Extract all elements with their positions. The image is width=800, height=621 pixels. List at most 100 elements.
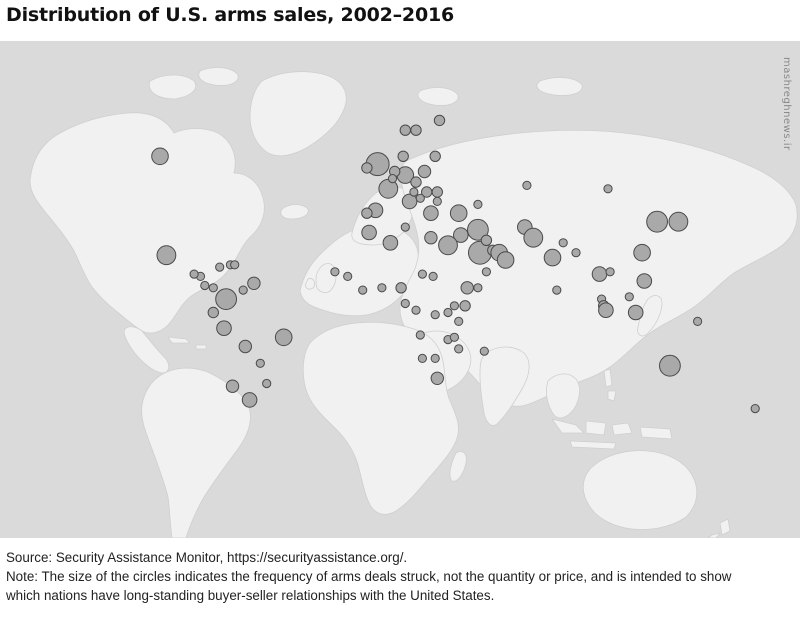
arms-sale-circle	[438, 235, 458, 256]
land-southeast-asia	[546, 373, 580, 419]
arms-sale-circle	[255, 358, 265, 368]
arms-sale-circle	[410, 124, 422, 136]
arms-sale-circle	[216, 320, 232, 337]
arms-sale-circle	[358, 285, 368, 295]
arms-sale-circle	[409, 187, 419, 197]
arms-sale-circle	[480, 234, 493, 247]
arms-sale-circle	[459, 300, 471, 312]
arms-sale-circle	[230, 260, 240, 270]
arms-sale-circle	[415, 330, 425, 340]
land-caribbean	[167, 336, 207, 350]
arms-sale-circle	[417, 353, 427, 363]
arms-sale-circle	[156, 245, 177, 266]
arms-sale-circle	[571, 248, 581, 258]
arms-sale-circle	[382, 235, 399, 251]
arms-sale-circle	[603, 184, 613, 194]
arms-sale-circle	[343, 271, 353, 281]
land-philippines	[603, 368, 617, 402]
arms-sale-circle	[361, 207, 373, 219]
arms-sale-circle	[411, 305, 421, 315]
arms-sale-circle	[430, 310, 440, 320]
arms-sale-circle	[627, 304, 644, 321]
arms-sale-circle	[646, 210, 668, 233]
arms-sale-circle	[668, 211, 689, 232]
arms-sale-circle	[605, 267, 615, 277]
arms-sale-circle	[207, 306, 220, 319]
arms-sale-circle	[208, 283, 218, 293]
arms-sale-circle	[387, 174, 398, 184]
land-india	[479, 346, 530, 426]
land-new-zealand	[707, 518, 731, 538]
map-title: Distribution of U.S. arms sales, 2002–20…	[6, 4, 455, 26]
arms-sale-circle	[423, 205, 439, 221]
arms-sale-circle	[424, 231, 438, 245]
arms-sale-circle	[247, 276, 261, 291]
land-australia	[582, 450, 698, 530]
circle-layer	[151, 114, 760, 414]
world-map: mashreghnews.ir	[0, 41, 800, 538]
arms-sale-circle	[558, 238, 568, 248]
arms-sale-circle	[598, 302, 614, 319]
arms-sale-circle	[431, 186, 443, 198]
land-arctic-islands	[148, 67, 583, 106]
arms-sale-circle	[238, 285, 248, 295]
arms-sale-circle	[693, 316, 703, 326]
arms-sale-circle	[415, 193, 425, 203]
land-iceland	[280, 204, 309, 220]
arms-sale-circle	[449, 301, 459, 311]
arms-sale-circle	[460, 281, 474, 295]
land-greenland	[249, 71, 347, 157]
arms-sale-circle	[400, 222, 410, 232]
arms-sale-circle	[591, 266, 608, 282]
arms-sale-circle	[215, 288, 238, 311]
arms-sale-circle	[449, 332, 459, 342]
arms-sale-circle	[449, 204, 468, 222]
arms-sale-circle	[633, 243, 651, 262]
arms-sale-circle	[361, 224, 377, 241]
arms-sale-circle	[443, 307, 453, 318]
arms-sale-circle	[428, 271, 438, 281]
arms-sale-circle	[454, 344, 464, 354]
world-map-svg	[0, 41, 800, 538]
arms-sale-circle	[473, 199, 483, 209]
source-text: Source: Security Assistance Monitor, htt…	[6, 550, 408, 565]
note-text-line-1: Note: The size of the circles indicates …	[6, 569, 732, 584]
land-madagascar	[449, 451, 467, 482]
arms-sale-circle	[401, 193, 418, 210]
arms-sale-circle	[750, 404, 760, 414]
arms-sale-circle	[417, 269, 427, 279]
land-british-isles	[305, 263, 337, 293]
arms-sale-circle	[397, 150, 409, 163]
note-text-line-2: which nations have long-standing buyer-s…	[6, 588, 495, 603]
arms-sale-circle	[522, 180, 532, 190]
arms-sale-circle	[454, 316, 464, 326]
arms-sale-circle	[395, 282, 407, 294]
arms-sale-circle	[433, 114, 446, 127]
arms-sale-circle	[262, 378, 272, 389]
arms-sale-circle	[417, 164, 432, 179]
land-north-america	[29, 112, 265, 334]
arms-sale-circle	[330, 267, 340, 277]
arms-sale-circle	[624, 292, 634, 302]
arms-sale-circle	[479, 346, 489, 356]
arms-sale-circle	[238, 339, 253, 354]
arms-sale-circle	[496, 251, 515, 269]
notes: Source: Security Assistance Monitor, htt…	[6, 548, 796, 605]
arms-sale-circle	[432, 196, 442, 206]
arms-sale-circle	[473, 283, 483, 293]
arms-sale-circle	[200, 280, 210, 291]
land-central-america	[123, 326, 170, 374]
arms-sale-circle	[467, 218, 489, 241]
land-africa	[302, 321, 459, 515]
arms-sale-circle	[636, 273, 653, 289]
arms-sale-circle	[481, 267, 491, 277]
arms-sale-circle	[659, 354, 681, 377]
arms-sale-circle	[241, 392, 258, 408]
arms-sale-circle	[189, 269, 199, 279]
arms-sale-circle	[410, 176, 422, 188]
arms-sale-circle	[430, 371, 444, 385]
arms-sale-circle	[274, 328, 293, 347]
arms-sale-circle	[430, 353, 440, 363]
arms-sale-circle	[151, 147, 169, 166]
arms-sale-circle	[215, 262, 225, 272]
